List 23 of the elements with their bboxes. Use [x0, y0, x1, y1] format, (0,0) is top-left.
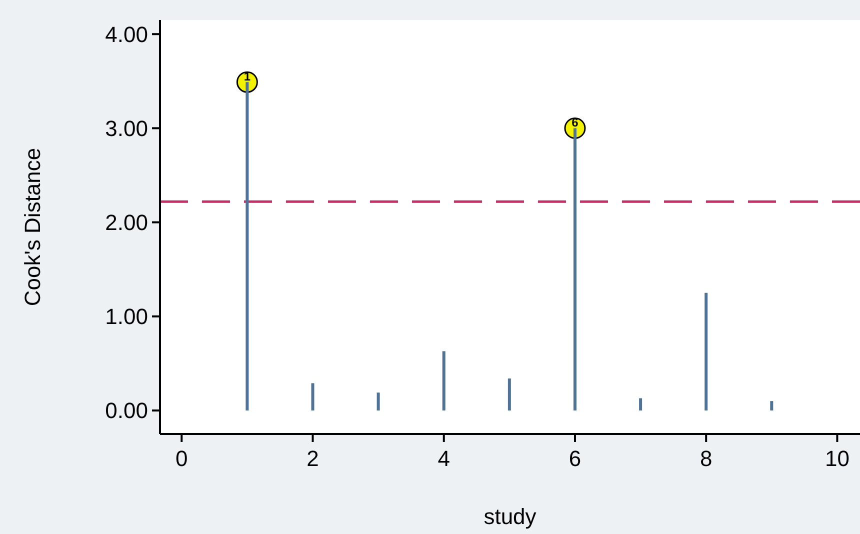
x-tick-label: 10: [824, 446, 850, 471]
annotation: 1: [244, 70, 251, 84]
x-tick-label: 0: [176, 446, 188, 471]
x-tick-label: 8: [700, 446, 712, 471]
bar: [442, 351, 446, 410]
y-tick-label: 3.00: [105, 116, 148, 141]
y-tick-label: 2.00: [105, 210, 148, 235]
bar: [246, 82, 249, 410]
y-axis-title: Cook's Distance: [20, 148, 45, 306]
y-tick-label: 1.00: [105, 304, 148, 330]
x-axis-title: study: [484, 504, 536, 529]
bar: [770, 401, 774, 410]
bar: [376, 392, 380, 410]
bar: [573, 128, 576, 410]
x-tick-label: 4: [438, 446, 450, 471]
bar: [639, 398, 642, 410]
x-tick-label: 2: [306, 446, 319, 471]
y-tick-label: 0.00: [105, 398, 148, 424]
y-tick-label: 4.00: [105, 22, 148, 47]
bar: [311, 383, 314, 410]
x-tick-label: 6: [568, 446, 582, 471]
bar: [704, 292, 708, 410]
bar: [508, 378, 511, 410]
